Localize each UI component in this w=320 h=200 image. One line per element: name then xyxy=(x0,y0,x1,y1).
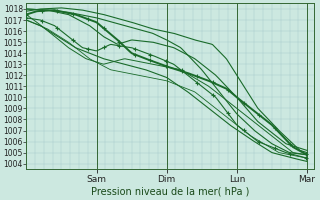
X-axis label: Pression niveau de la mer( hPa ): Pression niveau de la mer( hPa ) xyxy=(91,187,249,197)
